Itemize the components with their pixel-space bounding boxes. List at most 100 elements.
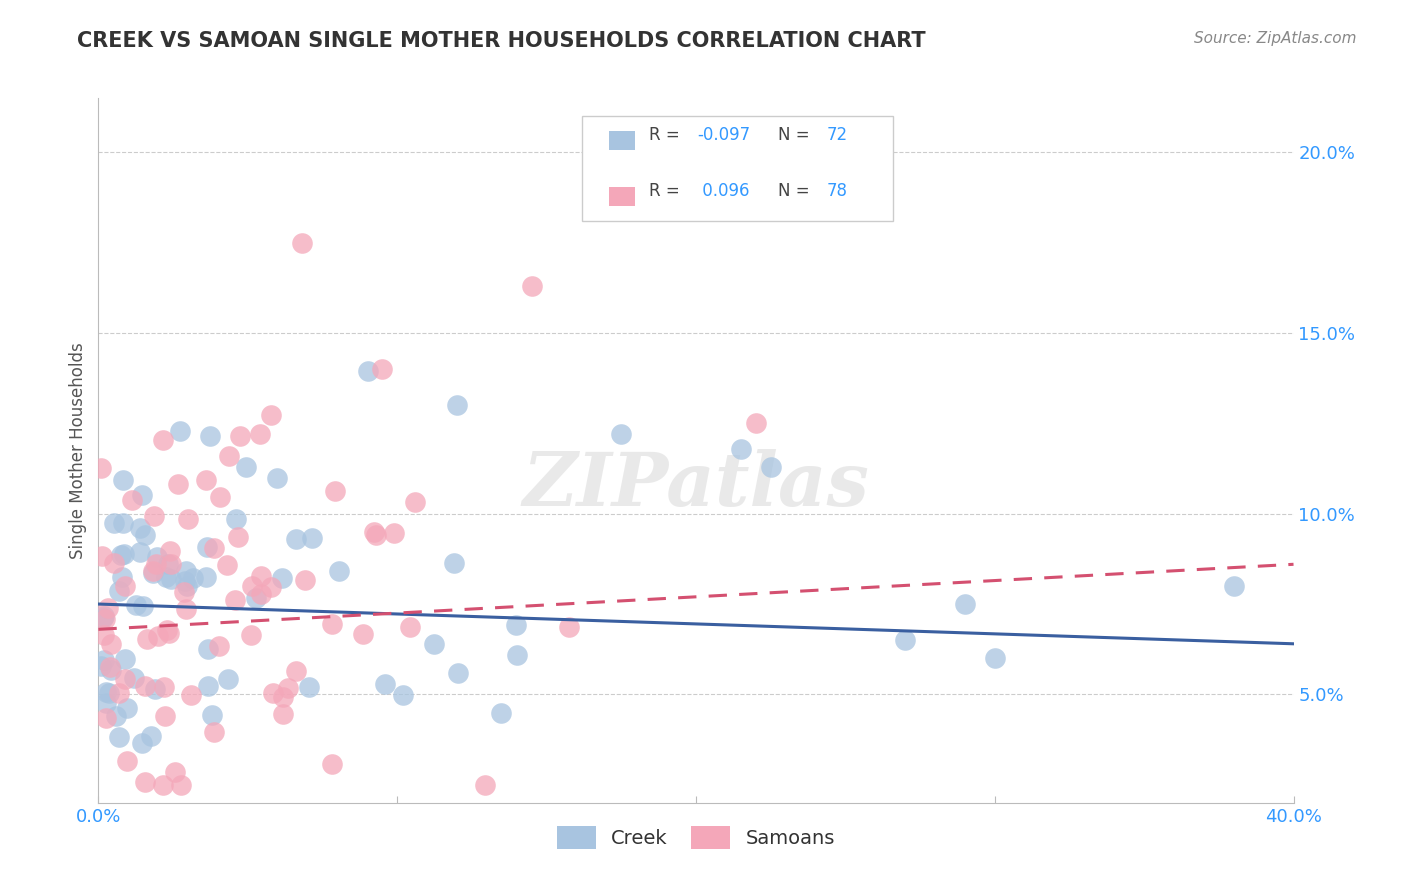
Point [610, 427, 633, 442]
Point [202, 725, 225, 739]
Point [173, 574, 195, 589]
Point [273, 706, 295, 721]
Point [239, 627, 262, 641]
Point [328, 564, 350, 578]
Point [143, 681, 166, 696]
Point [122, 671, 145, 685]
Point [953, 597, 976, 611]
Text: CREEK VS SAMOAN SINGLE MOTHER HOUSEHOLDS CORRELATION CHART: CREEK VS SAMOAN SINGLE MOTHER HOUSEHOLDS… [77, 31, 927, 51]
Point [98, 660, 121, 674]
Point [520, 279, 543, 293]
Point [143, 508, 166, 523]
Point [156, 557, 179, 571]
Point [181, 571, 204, 585]
Point [131, 736, 153, 750]
Point [103, 516, 125, 530]
Point [446, 398, 468, 412]
Text: R =: R = [650, 182, 685, 201]
Point [107, 584, 129, 599]
Point [745, 417, 768, 431]
Point [134, 528, 156, 542]
Point [90, 659, 112, 673]
Point [145, 557, 167, 571]
Point [148, 629, 170, 643]
Point [506, 648, 529, 663]
Point [284, 533, 307, 547]
Point [240, 579, 263, 593]
Point [271, 690, 294, 705]
Point [114, 579, 136, 593]
Point [200, 429, 222, 443]
Point [294, 573, 316, 587]
Point [209, 490, 232, 504]
Point [321, 617, 343, 632]
Point [111, 516, 134, 530]
Point [105, 708, 128, 723]
Point [266, 471, 288, 485]
Point [128, 521, 150, 535]
Point [505, 618, 527, 632]
Point [177, 511, 200, 525]
Point [173, 585, 195, 599]
Point [97, 601, 120, 615]
Point [364, 528, 387, 542]
Point [160, 572, 183, 586]
Bar [609, 187, 636, 206]
Point [249, 426, 271, 441]
Point [262, 685, 284, 699]
Point [167, 477, 190, 491]
Point [894, 633, 917, 648]
Point [1223, 579, 1246, 593]
Point [245, 591, 267, 606]
Text: 0.096: 0.096 [697, 182, 749, 201]
Point [121, 492, 143, 507]
Point [90, 549, 112, 563]
Point [132, 599, 155, 613]
Point [153, 680, 176, 694]
Point [134, 775, 156, 789]
Point [157, 626, 180, 640]
Point [131, 488, 153, 502]
Point [218, 449, 240, 463]
Point [195, 541, 218, 555]
Point [443, 556, 465, 570]
Point [91, 611, 114, 625]
Point [422, 637, 444, 651]
Point [94, 711, 117, 725]
Point [90, 461, 112, 475]
Point [353, 627, 375, 641]
Point [174, 565, 197, 579]
Text: Source: ZipAtlas.com: Source: ZipAtlas.com [1194, 31, 1357, 46]
Y-axis label: Single Mother Households: Single Mother Households [69, 343, 87, 558]
Point [111, 570, 134, 584]
Point [225, 512, 247, 526]
Point [163, 764, 186, 779]
Point [271, 571, 294, 585]
Text: 72: 72 [827, 126, 848, 144]
Point [152, 778, 174, 792]
Point [142, 564, 165, 578]
Point [115, 701, 138, 715]
Point [398, 620, 420, 634]
Point [984, 651, 1007, 665]
Point [136, 632, 159, 646]
Point [229, 429, 252, 443]
Point [759, 459, 782, 474]
Point [382, 526, 405, 541]
Point [180, 688, 202, 702]
Legend: Creek, Samoans: Creek, Samoans [550, 819, 842, 856]
Text: N =: N = [779, 182, 815, 201]
Text: N =: N = [779, 126, 815, 144]
Point [404, 494, 426, 508]
Point [284, 665, 307, 679]
Point [108, 686, 131, 700]
Point [447, 665, 470, 680]
Point [169, 424, 191, 438]
Point [110, 548, 132, 562]
Point [260, 409, 283, 423]
Point [197, 680, 219, 694]
Point [114, 672, 136, 686]
Point [152, 433, 174, 447]
Point [228, 530, 250, 544]
FancyBboxPatch shape [582, 116, 893, 221]
